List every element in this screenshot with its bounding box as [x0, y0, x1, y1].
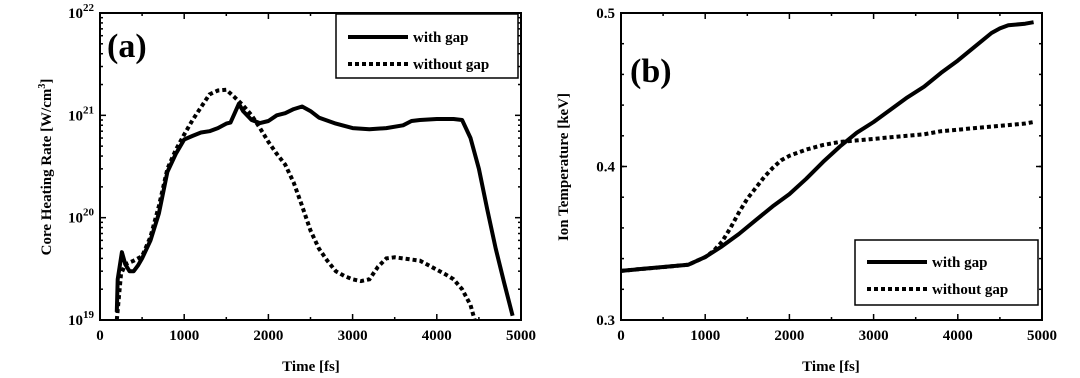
y-tick-label-a-0: 1019	[68, 309, 95, 329]
y-tick-label-b-1: 0.4	[596, 160, 615, 176]
legend-label-with-gap-b: with gap	[932, 255, 987, 271]
x-tick-label-b-1: 1000	[690, 328, 720, 344]
y-tick-label-b-2: 0.5	[596, 6, 615, 22]
series-line-a-with-gap	[114, 101, 515, 317]
series-group-b	[620, 20, 1034, 273]
series-group-a	[114, 87, 515, 321]
x-tick-label-b-2: 2000	[774, 328, 804, 344]
legend-label-without-gap-a: without gap	[413, 57, 489, 73]
x-tick-label-a-4: 4000	[422, 328, 452, 344]
y-axis-label-b: Ion Temperature [keV]	[556, 93, 572, 241]
y-tick-label-a-2: 1021	[68, 104, 94, 124]
legend-b: with gap without gap	[854, 239, 1039, 306]
x-tick-label-b-5: 5000	[1027, 328, 1057, 344]
panel-label-b: (b)	[630, 53, 672, 90]
y-axis-label-a-text: Core Heating Rate [W/cm	[39, 88, 55, 255]
x-tick-label-a-3: 3000	[338, 328, 368, 344]
y-axis-label-a: Core Heating Rate [W/cm3]	[37, 79, 55, 256]
series-line-b-with-gap	[620, 20, 1034, 273]
series-line-a-without-gap	[114, 87, 477, 321]
legend-a: with gap without gap	[335, 13, 519, 79]
x-tick-label-a-0: 0	[96, 328, 104, 344]
ticks-b: 0 1000 2000 3000 4000 5000 0.3 0.4 0.5	[596, 6, 1057, 344]
legend-box-b	[854, 239, 1039, 306]
x-tick-label-b-3: 3000	[859, 328, 889, 344]
panel-label-a: (a)	[107, 28, 147, 65]
y-axis-label-a-end: ]	[39, 79, 55, 84]
x-axis-label-a: Time [fs]	[282, 359, 340, 375]
x-tick-label-b-0: 0	[617, 328, 625, 344]
y-tick-label-a-3: 1022	[68, 2, 95, 22]
x-tick-label-a-5: 5000	[506, 328, 536, 344]
y-tick-label-a-1: 1020	[68, 207, 95, 227]
x-tick-label-a-2: 2000	[253, 328, 283, 344]
x-tick-label-b-4: 4000	[943, 328, 973, 344]
chart-panel-b: 0 1000 2000 3000 4000 5000 0.3 0.4 0.5 (b) Time …	[556, 6, 1057, 375]
x-tick-label-a-1: 1000	[169, 328, 199, 344]
y-tick-label-b-0: 0.3	[596, 313, 615, 329]
chart-panel-a: 0 1000 2000 3000 4000 5000 1019 1020 1021 1022 (a…	[37, 2, 536, 375]
x-axis-label-b: Time [fs]	[802, 359, 860, 375]
legend-label-with-gap-a: with gap	[413, 30, 468, 46]
series-line-b-without-gap	[620, 120, 1034, 273]
legend-box-a	[335, 13, 519, 79]
y-axis-label-a-sup: 3	[37, 84, 48, 89]
legend-label-without-gap-b: without gap	[932, 282, 1008, 298]
